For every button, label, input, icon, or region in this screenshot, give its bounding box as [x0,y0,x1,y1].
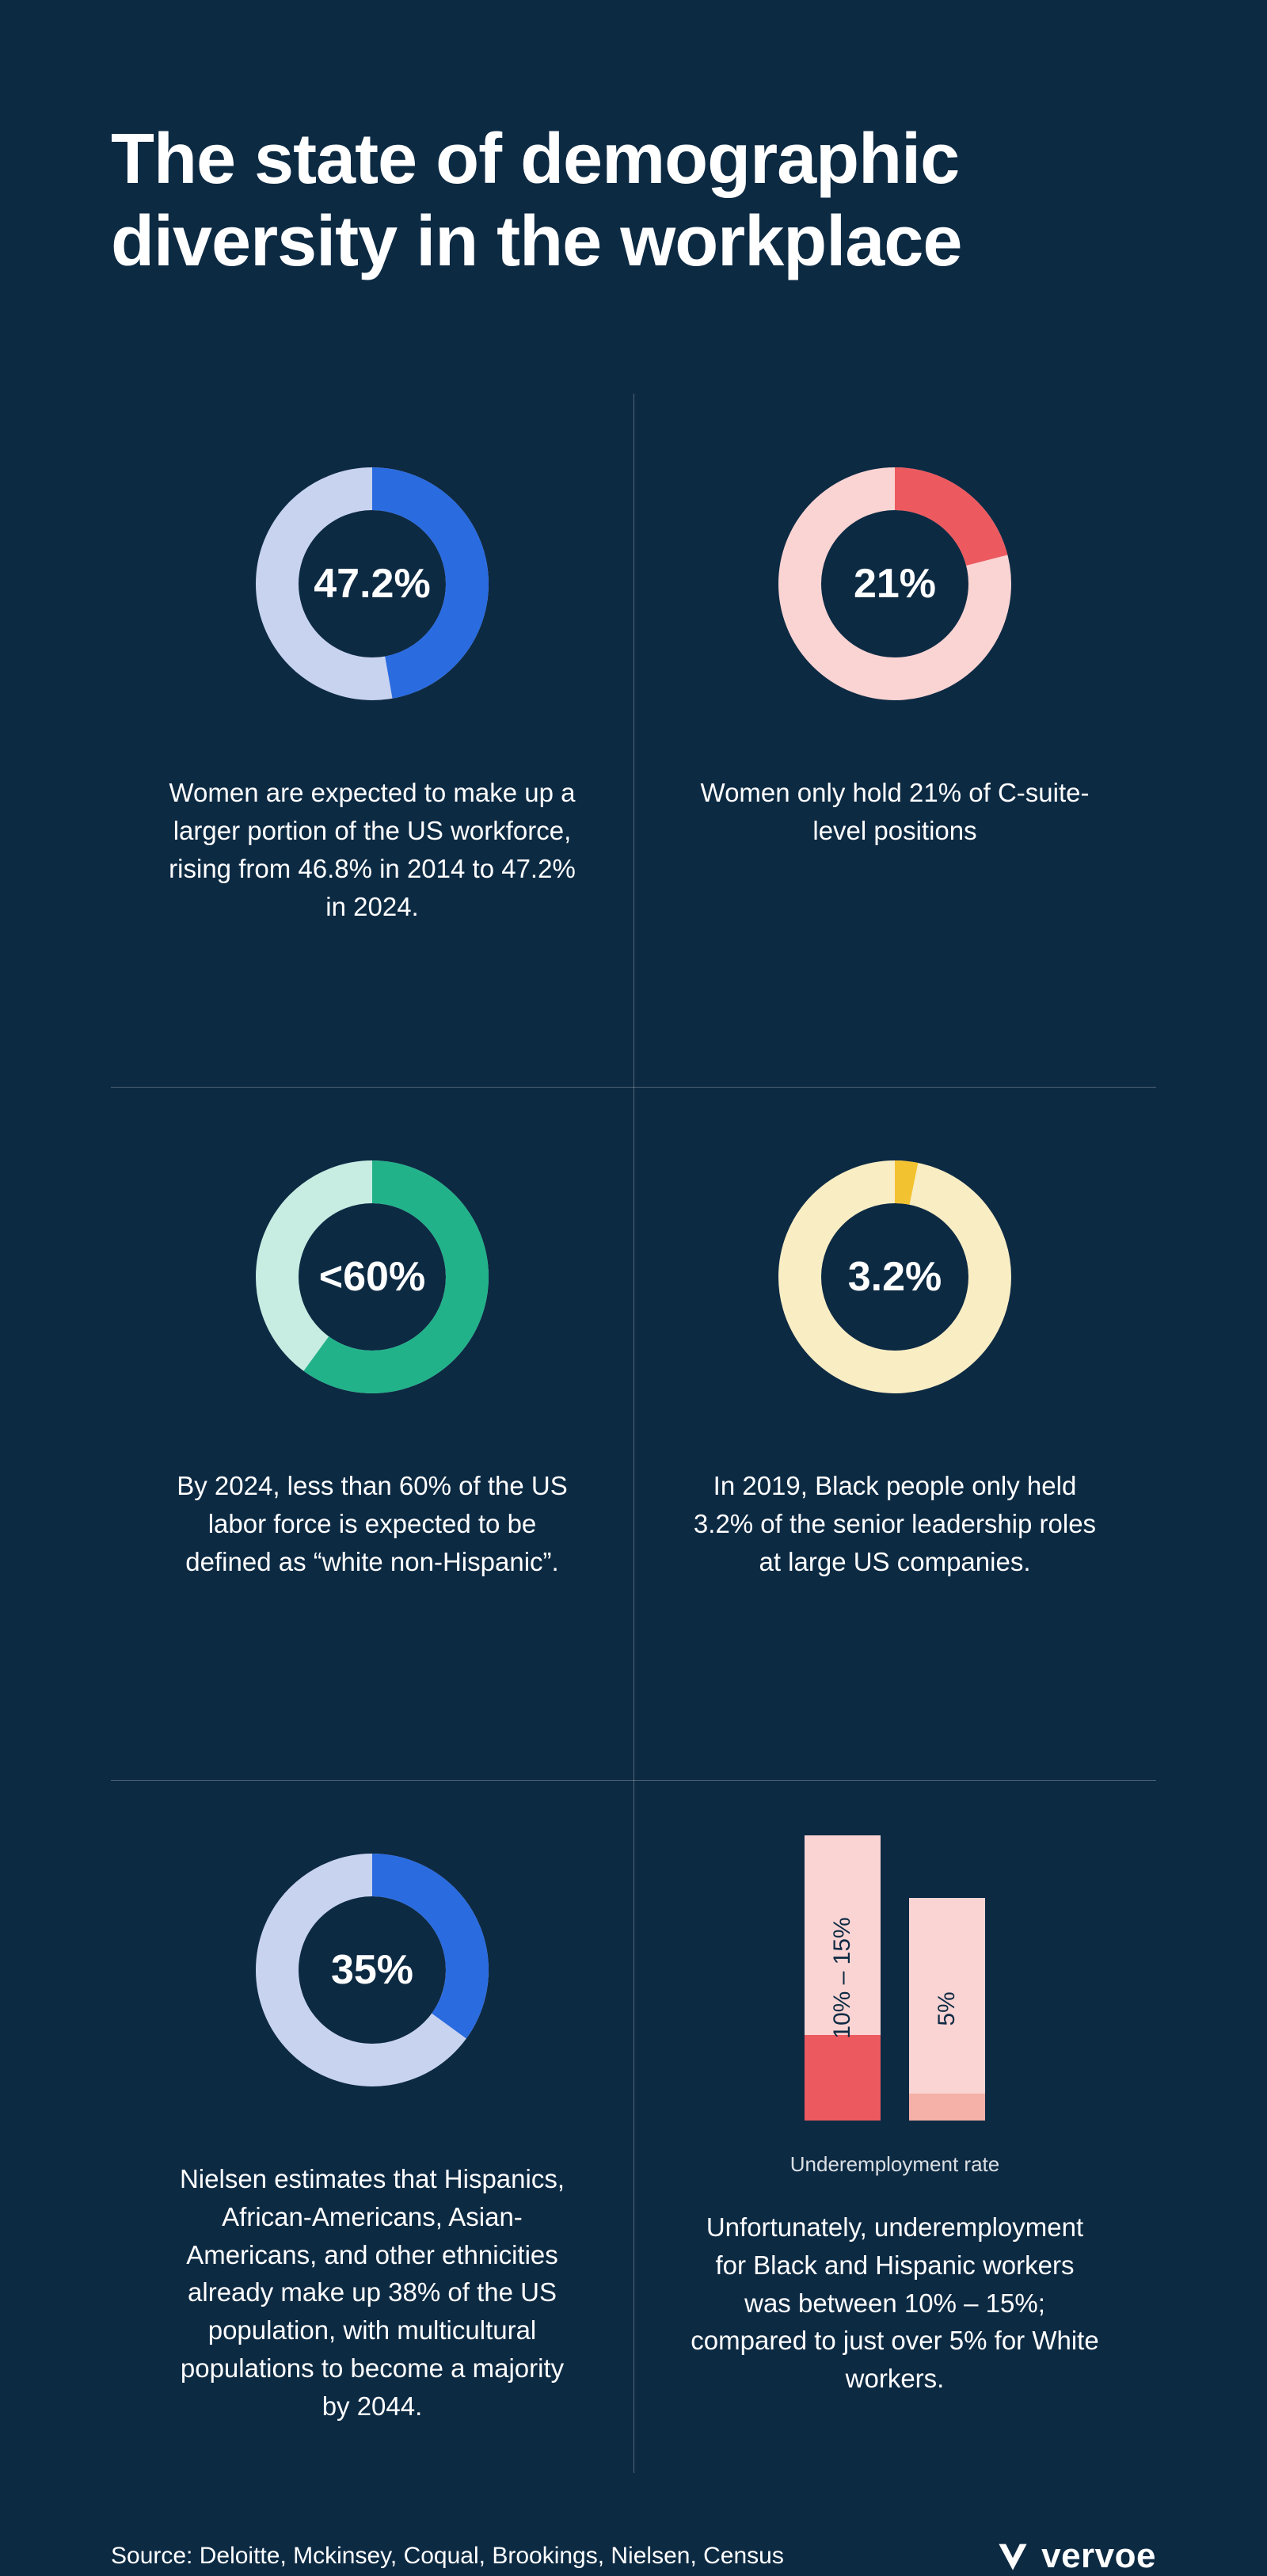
stat-cell: <60% By 2024, less than 60% of the US la… [111,1087,634,1780]
donut-center-label: 47.2% [238,449,507,718]
donut-chart: <60% [238,1142,507,1412]
brand-logo: vervoe [995,2536,1156,2576]
bar-chart: 10% – 15% 5% [805,1835,985,2121]
stat-cell: 35% Nielsen estimates that Hispanics, Af… [111,1780,634,2473]
bar-label: 10% – 15% [829,1917,856,2038]
donut-chart: 3.2% [760,1142,1029,1412]
stat-caption: Nielsen estimates that Hispanics, Africa… [166,2160,578,2425]
stat-caption: Unfortunately, underemployment for Black… [689,2208,1101,2398]
page-title: The state of demographic diversity in th… [111,119,1156,283]
donut-chart: 21% [760,449,1029,718]
donut-center-label: 21% [760,449,1029,718]
stat-caption: Women are expected to make up a larger p… [166,774,578,925]
row-divider [111,1780,1156,1781]
donut-center-label: 3.2% [760,1142,1029,1412]
row-divider [111,1087,1156,1088]
donut-center-label: <60% [238,1142,507,1412]
bar: 5% [909,1898,985,2121]
donut-center-label: 35% [238,1835,507,2105]
source-line: Source: Deloitte, Mckinsey, Coqual, Broo… [111,2543,784,2570]
footer: Source: Deloitte, Mckinsey, Coqual, Broo… [111,2536,1156,2576]
stat-caption: Women only hold 21% of C-suite-level pos… [689,774,1101,850]
stat-caption: By 2024, less than 60% of the US labor f… [166,1467,578,1581]
bar-label: 5% [934,1992,961,2026]
donut-chart: 47.2% [238,449,507,718]
stats-grid: 47.2% Women are expected to make up a la… [111,394,1156,2473]
donut-chart: 35% [238,1835,507,2105]
stat-cell: 10% – 15% 5% Underemployment rate Unfort… [634,1780,1156,2473]
vervoe-mark-icon [995,2539,1030,2574]
bar: 10% – 15% [805,1835,881,2121]
bar-axis-title: Underemployment rate [790,2152,999,2177]
stat-cell: 47.2% Women are expected to make up a la… [111,394,634,1087]
bar-fill [909,2094,985,2121]
stat-caption: In 2019, Black people only held 3.2% of … [689,1467,1101,1581]
bar-fill [805,2035,881,2121]
brand-name: vervoe [1041,2536,1156,2576]
stat-cell: 21% Women only hold 21% of C-suite-level… [634,394,1156,1087]
stat-cell: 3.2% In 2019, Black people only held 3.2… [634,1087,1156,1780]
